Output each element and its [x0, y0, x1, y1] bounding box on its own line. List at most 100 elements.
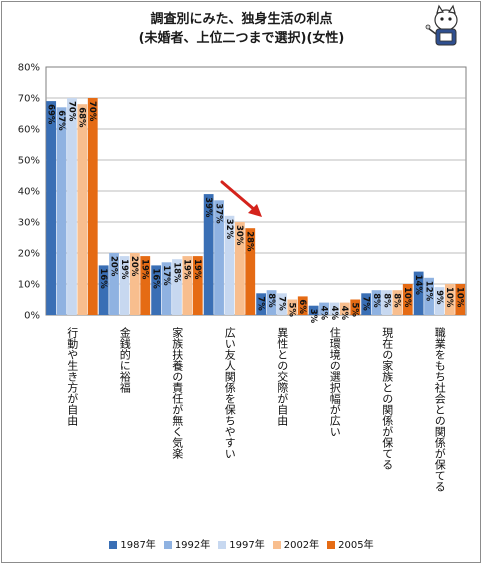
- bar: [182, 256, 193, 315]
- bar: [434, 287, 445, 315]
- data-label: 8%: [392, 293, 402, 308]
- bar: [371, 290, 382, 315]
- bar: [77, 104, 88, 315]
- data-label: 16%: [98, 268, 108, 289]
- category-label: 行動や生き方が自由: [66, 327, 79, 426]
- legend-swatch: [327, 541, 336, 549]
- category-label: 金銭的に裕福: [118, 326, 131, 394]
- data-label: 6%: [297, 299, 307, 314]
- grid-lines: [45, 66, 467, 316]
- data-label: 19%: [119, 259, 129, 280]
- legend-swatch: [272, 541, 281, 549]
- bar: [46, 101, 57, 315]
- y-tick-label: 30%: [18, 218, 40, 229]
- data-label: 17%: [161, 265, 171, 286]
- mascot-logo: [425, 4, 458, 46]
- legend-swatch: [218, 541, 227, 549]
- bar: [151, 265, 162, 315]
- data-label: 16%: [150, 268, 160, 289]
- legend-label: 1997年: [229, 540, 265, 551]
- y-tick-label: 0%: [24, 311, 40, 322]
- bar: [287, 299, 298, 315]
- title-line-2: (未婚者、上位二つまで選択)(女性): [138, 31, 345, 46]
- data-label: 68%: [77, 107, 87, 128]
- data-label: 37%: [213, 203, 223, 224]
- y-axis-ticks: 0% 10% 20% 30% 40% 50% 60% 70% 80%: [18, 63, 40, 322]
- y-tick-label: 80%: [18, 63, 40, 74]
- bar: [140, 256, 151, 315]
- legend-item: 1997年: [218, 536, 265, 551]
- bar: [277, 293, 287, 315]
- bar: [308, 305, 319, 315]
- legend-swatch: [109, 541, 118, 549]
- bar: [350, 299, 361, 315]
- data-label: 19%: [192, 259, 202, 280]
- bar: [214, 200, 224, 315]
- bar: [224, 215, 235, 315]
- y-tick-label: 50%: [18, 156, 40, 167]
- legend-item: 2002年: [272, 536, 320, 551]
- bar: [444, 284, 455, 315]
- data-label: 7%: [255, 296, 265, 311]
- data-label: 67%: [56, 110, 66, 131]
- legend-label: 2002年: [283, 540, 320, 551]
- legend-item: 1987年: [109, 536, 156, 551]
- y-tick-label: 10%: [18, 280, 40, 291]
- bar: [98, 265, 109, 315]
- bar: [161, 262, 172, 315]
- data-label: 32%: [224, 219, 234, 240]
- category-label: 現在の家族との関係が保てる: [381, 327, 394, 470]
- legend: 1987年 1992年 1997年 2002年 2005年: [0, 536, 483, 551]
- data-label: 4%: [318, 306, 328, 321]
- data-label: 4%: [329, 306, 339, 321]
- data-label: 5%: [350, 303, 360, 318]
- bar: [56, 107, 67, 315]
- data-label: 70%: [66, 101, 76, 122]
- annotation-arrow: [220, 180, 262, 217]
- bar: [402, 284, 413, 315]
- bar: [67, 98, 77, 315]
- category-label: 家族扶養の責任が無く気楽: [171, 326, 184, 460]
- data-label: 8%: [381, 293, 391, 308]
- bars: [46, 98, 466, 315]
- bar: [297, 296, 308, 315]
- bar: [339, 302, 350, 315]
- data-label: 19%: [182, 259, 192, 280]
- bar: [129, 253, 140, 315]
- bar: [424, 277, 434, 315]
- bar: [234, 222, 245, 315]
- legend-item: 1992年: [163, 536, 210, 551]
- category-label: 住環境の選択幅が広い: [328, 326, 341, 437]
- bar: [329, 302, 340, 315]
- data-label: 20%: [108, 256, 118, 277]
- bar: [203, 194, 214, 315]
- chart-title: 調査別にみた、独身生活の利点 (未婚者、上位二つまで選択)(女性): [0, 10, 483, 48]
- data-label: 10%: [455, 287, 465, 308]
- bar: [172, 259, 182, 315]
- category-label: 職業をもち社会との関係が保てる: [433, 327, 446, 492]
- data-label: 10%: [444, 287, 454, 308]
- legend-label: 1987年: [120, 540, 156, 551]
- bar: [245, 228, 256, 315]
- y-tick-label: 70%: [18, 94, 40, 105]
- bar: [119, 256, 130, 315]
- data-label: 5%: [287, 303, 297, 318]
- bar: [192, 256, 203, 315]
- bar: [256, 293, 267, 315]
- y-tick-label: 20%: [18, 249, 40, 260]
- category-label: 異性との交際が自由: [276, 327, 289, 426]
- title-line-1: 調査別にみた、独身生活の利点: [150, 12, 333, 27]
- data-label: 69%: [45, 104, 55, 125]
- bar: [392, 290, 403, 315]
- bar: [319, 302, 329, 315]
- bar: [109, 253, 119, 315]
- data-label: 18%: [171, 262, 181, 283]
- data-label: 14%: [413, 275, 423, 296]
- category-label: 広い友人関係を保ちやすい: [223, 327, 236, 459]
- bar: [413, 271, 424, 315]
- data-label: 30%: [234, 225, 244, 246]
- data-label: 10%: [402, 287, 412, 308]
- bar: [266, 290, 277, 315]
- legend-swatch: [163, 541, 172, 549]
- data-label: 20%: [129, 256, 139, 277]
